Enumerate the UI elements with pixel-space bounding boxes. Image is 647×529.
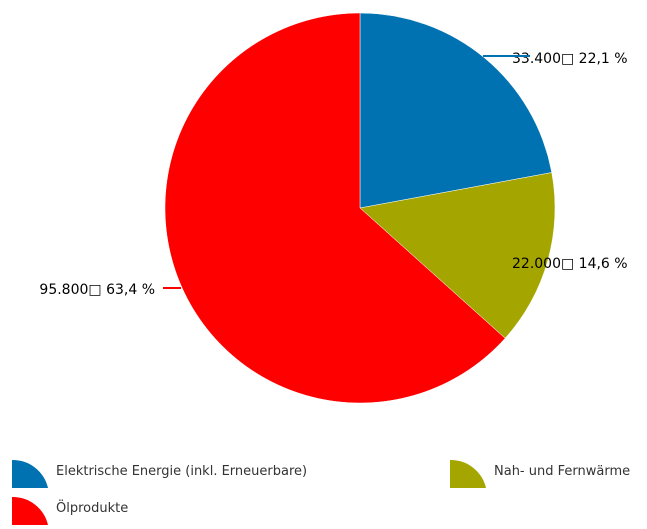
data-label-1: 33.400□ 22,1 % — [512, 51, 628, 67]
legend-item-3: Ölprodukte — [12, 496, 128, 525]
legend-swatch-2 — [450, 459, 486, 488]
legend-label-3: Ölprodukte — [56, 499, 128, 516]
legend-item-1: Elektrische Energie (inkl. Erneuerbare) — [12, 459, 307, 488]
legend-item-2: Nah- und Fernwärme — [450, 459, 630, 488]
legend-label-1: Elektrische Energie (inkl. Erneuerbare) — [56, 464, 307, 479]
legend-label-2: Nah- und Fernwärme — [494, 464, 630, 479]
data-label-3: 95.800□ 63,4 % — [39, 282, 155, 298]
data-label-2: 22.000□ 14,6 % — [512, 256, 628, 272]
pie-slices — [164, 12, 556, 404]
legend-swatch-3 — [12, 496, 48, 525]
data-labels: 33.400□ 22,1 % 22.000□ 14,6 % 95.800□ 63,4… — [39, 51, 627, 298]
pie-slice-3 — [164, 12, 506, 404]
legend-swatch-1 — [12, 459, 48, 488]
legend: Elektrische Energie (inkl. Erneuerbare) N… — [12, 459, 630, 525]
pie-slice-2 — [359, 172, 556, 339]
pie-slice-1 — [359, 12, 553, 209]
